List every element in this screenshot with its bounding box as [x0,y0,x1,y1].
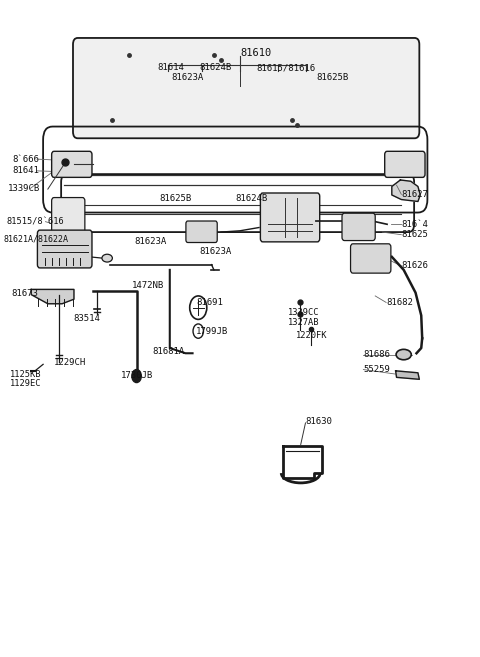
Text: 1327AB: 1327AB [288,318,319,327]
Text: 55259: 55259 [363,365,390,374]
Ellipse shape [102,254,112,262]
Text: 1472NB: 1472NB [132,281,164,290]
Text: 1220FK: 1220FK [296,330,327,340]
Text: 1339CB: 1339CB [8,184,40,193]
Text: 81623A: 81623A [171,72,204,81]
Text: 81623A: 81623A [135,237,167,246]
Text: 81691: 81691 [196,298,223,307]
Text: 81627: 81627 [401,190,428,199]
Text: 81626: 81626 [401,261,428,271]
Text: 1129EC: 1129EC [10,379,41,388]
Polygon shape [396,371,420,379]
FancyBboxPatch shape [350,244,391,273]
Text: 81625B: 81625B [316,72,348,81]
Text: 81681A: 81681A [152,347,184,356]
Text: 8`666: 8`666 [12,154,39,164]
Text: 81614: 81614 [157,64,184,72]
Text: 81630: 81630 [305,417,332,426]
Text: 816`4: 816`4 [401,220,428,229]
Text: 81610: 81610 [240,48,271,58]
Text: 81641: 81641 [12,166,39,175]
Text: 1799JB: 1799JB [196,327,228,336]
Text: 81625B: 81625B [159,194,192,203]
Text: 1730JB: 1730JB [120,371,153,380]
Polygon shape [392,180,420,202]
Text: 1339CC: 1339CC [288,308,319,317]
Text: 81682: 81682 [386,298,413,307]
FancyBboxPatch shape [384,151,425,177]
FancyBboxPatch shape [73,38,420,138]
Text: 83514: 83514 [73,313,100,323]
Text: 81623A: 81623A [200,247,232,256]
Polygon shape [31,290,74,304]
Text: 1125KB: 1125KB [10,370,41,378]
FancyBboxPatch shape [37,230,92,268]
Text: 81624B: 81624B [235,194,267,203]
Text: 81621A/81622A: 81621A/81622A [4,234,69,243]
FancyBboxPatch shape [342,213,375,240]
Text: 81615/81616: 81615/81616 [257,64,316,72]
FancyBboxPatch shape [52,151,92,177]
Text: 81624B: 81624B [200,64,232,72]
Text: 81515/8`616: 81515/8`616 [7,217,64,226]
Ellipse shape [396,350,411,360]
Text: 81673: 81673 [12,289,38,298]
FancyBboxPatch shape [261,193,320,242]
Text: 1229CH: 1229CH [54,358,86,367]
Text: 81686: 81686 [363,350,390,359]
Circle shape [132,369,141,382]
Text: 81625: 81625 [401,230,428,239]
FancyBboxPatch shape [52,198,85,235]
FancyBboxPatch shape [186,221,217,242]
